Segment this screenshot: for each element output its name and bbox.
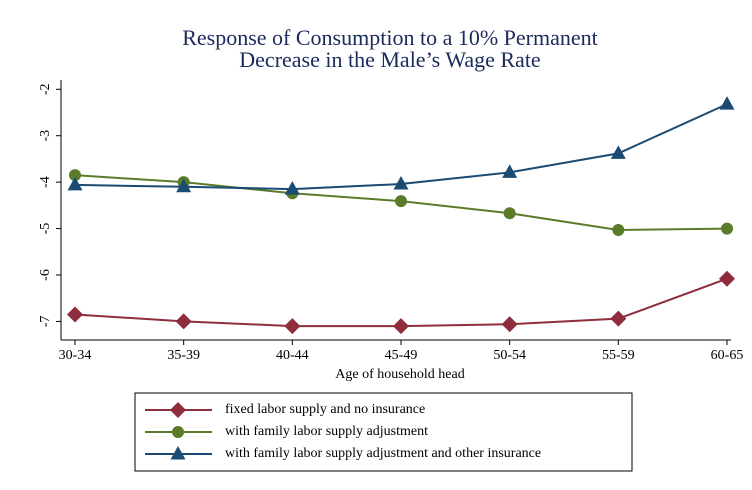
y-tick-label: -6: [38, 269, 53, 281]
legend-marker: [170, 446, 186, 460]
x-tick-label: 30-34: [59, 348, 92, 363]
x-tick-label: 60-65: [711, 348, 744, 363]
marker: [719, 96, 735, 110]
marker: [721, 222, 733, 235]
marker: [67, 306, 83, 323]
marker: [284, 318, 301, 335]
x-tick-label: 40-44: [276, 348, 309, 363]
marker: [612, 223, 625, 236]
marker: [393, 318, 409, 335]
marker: [175, 313, 192, 330]
y-tick-label: -5: [38, 223, 53, 235]
marker: [395, 195, 407, 208]
y-tick-label: -7: [38, 316, 53, 328]
legend-label: fixed labor supply and no insurance: [225, 402, 425, 417]
marker: [67, 176, 83, 191]
legend-box: [134, 392, 633, 472]
legend-label: with family labor supply adjustment and …: [225, 446, 541, 461]
legend-label: with family labor supply adjustment: [225, 424, 428, 439]
chart-title: Response of Consumption to a 10% Permane…: [182, 25, 598, 50]
y-tick-label: -4: [38, 176, 53, 188]
marker: [176, 178, 192, 193]
y-tick-label: -3: [38, 130, 53, 142]
x-tick-label: 55-59: [602, 348, 635, 363]
marker: [503, 207, 516, 220]
x-tick-label: 35-39: [167, 348, 200, 363]
x-tick-label: 50-54: [493, 348, 526, 363]
marker: [719, 270, 735, 287]
marker: [393, 176, 409, 190]
x-axis-label: Age of household head: [335, 367, 464, 382]
marker: [610, 310, 627, 327]
chart-title: Decrease in the Male’s Wage Rate: [239, 47, 540, 72]
marker: [502, 164, 518, 178]
marker: [284, 181, 300, 195]
legend-marker: [170, 402, 186, 418]
marker: [610, 145, 626, 159]
marker: [69, 169, 81, 182]
legend-marker: [172, 426, 184, 438]
marker: [501, 316, 518, 333]
x-tick-label: 45-49: [385, 348, 418, 363]
y-tick-label: -2: [38, 83, 53, 95]
